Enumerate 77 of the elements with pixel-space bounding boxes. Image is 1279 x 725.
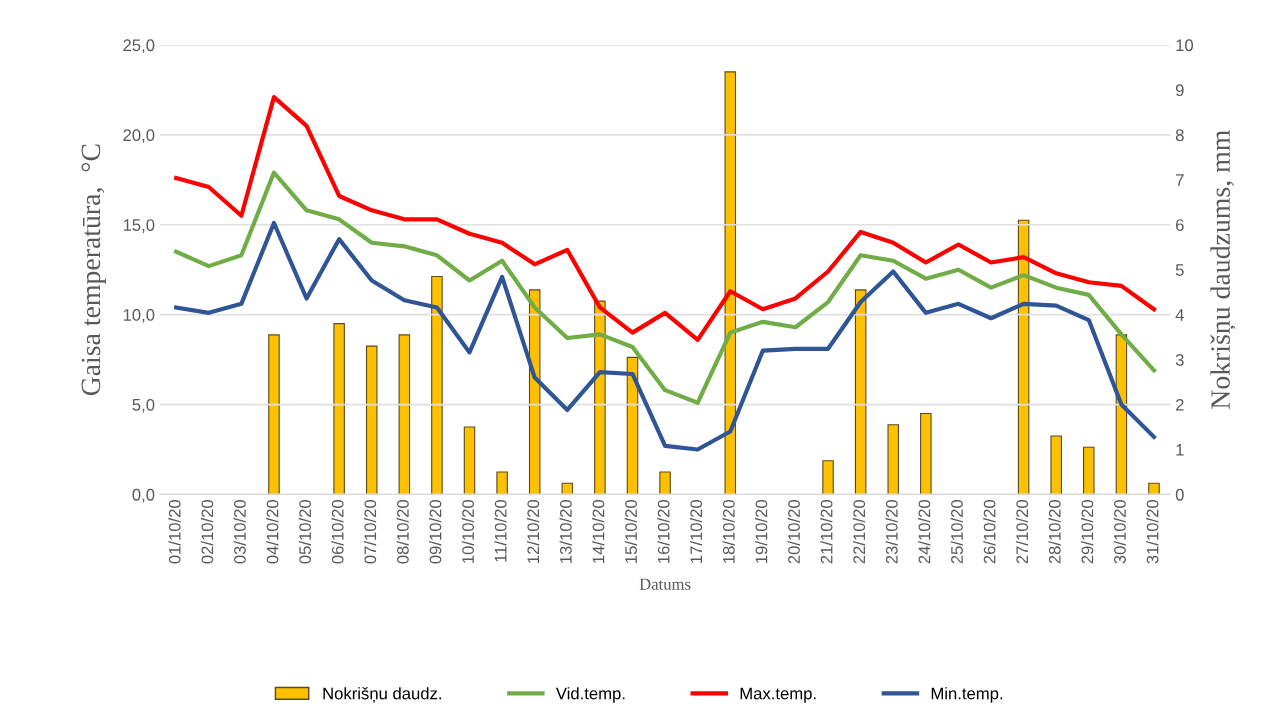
x-tick-label: 06/10/20	[331, 499, 344, 564]
bar	[1148, 482, 1160, 495]
x-axis-title: Datums	[639, 578, 691, 590]
bar	[463, 426, 476, 495]
bar	[365, 345, 378, 495]
bar	[398, 334, 411, 495]
line-series	[174, 170, 1157, 405]
x-tick-label: 26/10/20	[983, 499, 996, 564]
y-tick-label: 5,0	[132, 398, 155, 413]
y2-tick-label: 3	[1175, 354, 1184, 366]
x-tick-label: 28/10/20	[1048, 499, 1061, 564]
y2-tick-label: 1	[1176, 444, 1184, 456]
y2-tick-label: 7	[1176, 174, 1184, 186]
bar	[887, 424, 900, 495]
x-tick-label: 16/10/20	[657, 499, 670, 563]
bar	[431, 275, 443, 495]
y2-tick-label: 0	[1175, 488, 1184, 501]
bar	[561, 482, 574, 495]
x-tick-label: 09/10/20	[429, 499, 442, 564]
x-tick-label: 02/10/20	[201, 499, 214, 564]
x-tick-label: 13/10/20	[559, 499, 572, 563]
x-tick-label: 27/10/20	[1015, 499, 1029, 564]
x-tick-label: 05/10/20	[298, 499, 312, 564]
bar	[528, 289, 541, 495]
x-tick-label: 01/10/20	[168, 499, 181, 564]
y-tick-label: 25,0	[123, 39, 155, 54]
y-tick-label: 10,0	[123, 309, 155, 323]
x-tick-label: 18/10/20	[722, 499, 735, 563]
x-tick-label: 21/10/20	[820, 499, 833, 564]
line-series	[174, 220, 1157, 452]
bar	[854, 289, 867, 495]
x-tick-label: 08/10/20	[396, 499, 409, 564]
x-tick-label: 29/10/20	[1081, 499, 1094, 564]
x-tick-label: 20/10/20	[787, 499, 800, 564]
bar	[822, 460, 834, 495]
legend-label: Max.temp.	[740, 687, 816, 703]
bar	[333, 323, 345, 495]
y-axis-title: Gaisa temperatūra, °C	[81, 144, 106, 396]
y2-tick-label: 5	[1175, 264, 1184, 276]
y-tick-label: 15,0	[123, 219, 155, 233]
line-series	[174, 95, 1157, 342]
y2-axis-title: Nokrišņu daudzums, mm	[1210, 130, 1236, 409]
x-tick-label: 03/10/20	[233, 499, 246, 564]
y-tick-label: 20,0	[123, 129, 155, 144]
y2-tick-label: 8	[1175, 129, 1184, 142]
bar	[594, 300, 606, 495]
x-tick-label: 17/10/20	[689, 499, 703, 563]
x-tick-label: 24/10/20	[918, 499, 931, 564]
x-tick-label: 14/10/20	[592, 499, 605, 563]
x-tick-label: 07/10/20	[363, 499, 377, 564]
bar	[659, 471, 671, 495]
x-tick-label: 25/10/20	[950, 499, 963, 564]
y2-tick-label: 6	[1175, 219, 1184, 231]
x-tick-label: 10/10/20	[461, 499, 474, 563]
x-tick-label: 22/10/20	[852, 499, 866, 564]
x-tick-label: 12/10/20	[526, 499, 540, 563]
legend-label: Nokrišņu daudz.	[323, 687, 441, 703]
bar	[496, 471, 508, 495]
y2-tick-label: 4	[1175, 309, 1184, 321]
x-tick-label: 23/10/20	[885, 499, 898, 564]
bar	[920, 412, 932, 495]
y2-tick-label: 10	[1176, 39, 1194, 52]
y2-tick-label: 9	[1175, 84, 1184, 97]
x-tick-label: 31/10/20	[1146, 499, 1159, 564]
bar	[1083, 446, 1095, 495]
x-tick-label: 19/10/20	[755, 499, 768, 563]
bar	[268, 334, 280, 495]
legend-label: Min.temp.	[931, 687, 1003, 703]
y-tick-label: 0,0	[132, 488, 155, 503]
x-tick-label: 30/10/20	[1113, 499, 1126, 564]
legend-label: Vid.temp.	[555, 687, 625, 703]
y2-tick-label: 2	[1175, 398, 1184, 411]
bar	[724, 71, 737, 495]
x-tick-label: 15/10/20	[624, 499, 637, 563]
bar	[1050, 435, 1062, 495]
x-tick-label: 11/10/20	[494, 499, 507, 562]
x-tick-label: 04/10/20	[266, 499, 279, 564]
